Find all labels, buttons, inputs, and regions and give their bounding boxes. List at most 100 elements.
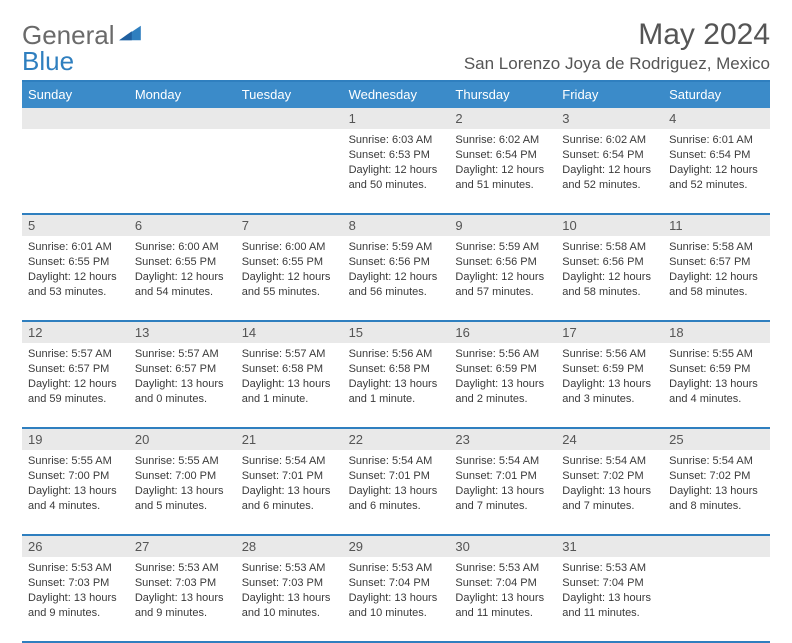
daylight-text: Daylight: 12 hours and 56 minutes. xyxy=(349,270,444,300)
sunrise-text: Sunrise: 6:00 AM xyxy=(135,240,230,255)
sunrise-text: Sunrise: 6:02 AM xyxy=(562,133,657,148)
daylight-text: Daylight: 13 hours and 0 minutes. xyxy=(135,377,230,407)
day-number: 2 xyxy=(449,108,556,129)
week-daynum-row: 567891011 xyxy=(22,215,770,236)
day-cell: Sunrise: 6:03 AMSunset: 6:53 PMDaylight:… xyxy=(343,129,450,213)
day-number xyxy=(236,108,343,129)
daylight-text: Daylight: 13 hours and 9 minutes. xyxy=(28,591,123,621)
day-detail: Sunrise: 5:56 AMSunset: 6:59 PMDaylight:… xyxy=(455,347,550,406)
day-cell xyxy=(22,129,129,213)
day-detail: Sunrise: 5:59 AMSunset: 6:56 PMDaylight:… xyxy=(455,240,550,299)
sunset-text: Sunset: 7:03 PM xyxy=(28,576,123,591)
week-daynum-row: 12131415161718 xyxy=(22,322,770,343)
week-row: Sunrise: 5:53 AMSunset: 7:03 PMDaylight:… xyxy=(22,557,770,643)
day-cell xyxy=(663,557,770,641)
sunset-text: Sunset: 6:57 PM xyxy=(669,255,764,270)
day-cell: Sunrise: 6:02 AMSunset: 6:54 PMDaylight:… xyxy=(556,129,663,213)
sunrise-text: Sunrise: 5:56 AM xyxy=(562,347,657,362)
day-number: 8 xyxy=(343,215,450,236)
sunset-text: Sunset: 7:04 PM xyxy=(455,576,550,591)
day-number: 19 xyxy=(22,429,129,450)
week-daynum-row: 19202122232425 xyxy=(22,429,770,450)
daylight-text: Daylight: 13 hours and 4 minutes. xyxy=(669,377,764,407)
sunset-text: Sunset: 7:04 PM xyxy=(562,576,657,591)
day-cell: Sunrise: 6:00 AMSunset: 6:55 PMDaylight:… xyxy=(129,236,236,320)
sunset-text: Sunset: 6:55 PM xyxy=(28,255,123,270)
dow-saturday: Saturday xyxy=(663,82,770,108)
daylight-text: Daylight: 13 hours and 11 minutes. xyxy=(562,591,657,621)
day-number: 14 xyxy=(236,322,343,343)
day-detail: Sunrise: 5:56 AMSunset: 6:58 PMDaylight:… xyxy=(349,347,444,406)
day-cell: Sunrise: 5:55 AMSunset: 6:59 PMDaylight:… xyxy=(663,343,770,427)
sunrise-text: Sunrise: 6:01 AM xyxy=(669,133,764,148)
day-cell: Sunrise: 5:54 AMSunset: 7:01 PMDaylight:… xyxy=(449,450,556,534)
sunrise-text: Sunrise: 5:54 AM xyxy=(242,454,337,469)
daylight-text: Daylight: 12 hours and 54 minutes. xyxy=(135,270,230,300)
day-detail: Sunrise: 5:54 AMSunset: 7:01 PMDaylight:… xyxy=(455,454,550,513)
sunrise-text: Sunrise: 5:53 AM xyxy=(242,561,337,576)
sunset-text: Sunset: 6:53 PM xyxy=(349,148,444,163)
day-number xyxy=(129,108,236,129)
logo-triangle-icon xyxy=(119,24,141,42)
day-cell: Sunrise: 5:54 AMSunset: 7:01 PMDaylight:… xyxy=(343,450,450,534)
day-detail: Sunrise: 5:54 AMSunset: 7:01 PMDaylight:… xyxy=(349,454,444,513)
day-detail: Sunrise: 5:59 AMSunset: 6:56 PMDaylight:… xyxy=(349,240,444,299)
day-cell: Sunrise: 5:53 AMSunset: 7:03 PMDaylight:… xyxy=(236,557,343,641)
daylight-text: Daylight: 13 hours and 3 minutes. xyxy=(562,377,657,407)
daylight-text: Daylight: 12 hours and 58 minutes. xyxy=(669,270,764,300)
daylight-text: Daylight: 13 hours and 10 minutes. xyxy=(349,591,444,621)
day-number: 29 xyxy=(343,536,450,557)
day-cell: Sunrise: 6:02 AMSunset: 6:54 PMDaylight:… xyxy=(449,129,556,213)
week-daynum-row: 262728293031 xyxy=(22,536,770,557)
daylight-text: Daylight: 13 hours and 8 minutes. xyxy=(669,484,764,514)
day-number xyxy=(22,108,129,129)
sunset-text: Sunset: 6:57 PM xyxy=(135,362,230,377)
day-cell: Sunrise: 6:01 AMSunset: 6:55 PMDaylight:… xyxy=(22,236,129,320)
day-number: 10 xyxy=(556,215,663,236)
day-detail: Sunrise: 5:53 AMSunset: 7:04 PMDaylight:… xyxy=(349,561,444,620)
sunset-text: Sunset: 6:54 PM xyxy=(562,148,657,163)
week-row: Sunrise: 5:55 AMSunset: 7:00 PMDaylight:… xyxy=(22,450,770,536)
sunset-text: Sunset: 6:59 PM xyxy=(562,362,657,377)
day-detail: Sunrise: 6:00 AMSunset: 6:55 PMDaylight:… xyxy=(242,240,337,299)
day-detail: Sunrise: 6:02 AMSunset: 6:54 PMDaylight:… xyxy=(562,133,657,192)
dow-friday: Friday xyxy=(556,82,663,108)
week-row: Sunrise: 6:01 AMSunset: 6:55 PMDaylight:… xyxy=(22,236,770,322)
day-number: 30 xyxy=(449,536,556,557)
sunset-text: Sunset: 7:03 PM xyxy=(135,576,230,591)
dow-monday: Monday xyxy=(129,82,236,108)
sunrise-text: Sunrise: 5:55 AM xyxy=(135,454,230,469)
week-row: Sunrise: 5:57 AMSunset: 6:57 PMDaylight:… xyxy=(22,343,770,429)
daylight-text: Daylight: 13 hours and 7 minutes. xyxy=(562,484,657,514)
daylight-text: Daylight: 13 hours and 1 minute. xyxy=(242,377,337,407)
sunrise-text: Sunrise: 5:54 AM xyxy=(455,454,550,469)
day-detail: Sunrise: 5:57 AMSunset: 6:58 PMDaylight:… xyxy=(242,347,337,406)
daylight-text: Daylight: 13 hours and 6 minutes. xyxy=(242,484,337,514)
day-detail: Sunrise: 5:54 AMSunset: 7:02 PMDaylight:… xyxy=(562,454,657,513)
sunset-text: Sunset: 7:04 PM xyxy=(349,576,444,591)
day-number: 21 xyxy=(236,429,343,450)
sunrise-text: Sunrise: 5:57 AM xyxy=(135,347,230,362)
sunset-text: Sunset: 6:58 PM xyxy=(242,362,337,377)
day-cell: Sunrise: 5:54 AMSunset: 7:02 PMDaylight:… xyxy=(556,450,663,534)
week-row: Sunrise: 6:03 AMSunset: 6:53 PMDaylight:… xyxy=(22,129,770,215)
day-number: 11 xyxy=(663,215,770,236)
day-number: 18 xyxy=(663,322,770,343)
day-cell: Sunrise: 5:54 AMSunset: 7:01 PMDaylight:… xyxy=(236,450,343,534)
month-title: May 2024 xyxy=(464,18,770,52)
day-cell: Sunrise: 5:57 AMSunset: 6:57 PMDaylight:… xyxy=(22,343,129,427)
daylight-text: Daylight: 12 hours and 55 minutes. xyxy=(242,270,337,300)
day-detail: Sunrise: 5:53 AMSunset: 7:04 PMDaylight:… xyxy=(562,561,657,620)
day-detail: Sunrise: 5:55 AMSunset: 7:00 PMDaylight:… xyxy=(28,454,123,513)
day-number: 1 xyxy=(343,108,450,129)
day-detail: Sunrise: 5:54 AMSunset: 7:02 PMDaylight:… xyxy=(669,454,764,513)
sunset-text: Sunset: 6:56 PM xyxy=(455,255,550,270)
daylight-text: Daylight: 13 hours and 7 minutes. xyxy=(455,484,550,514)
daylight-text: Daylight: 12 hours and 50 minutes. xyxy=(349,163,444,193)
logo-text: General Blue xyxy=(22,22,115,74)
day-number: 27 xyxy=(129,536,236,557)
daylight-text: Daylight: 13 hours and 6 minutes. xyxy=(349,484,444,514)
sunrise-text: Sunrise: 5:53 AM xyxy=(349,561,444,576)
daylight-text: Daylight: 12 hours and 51 minutes. xyxy=(455,163,550,193)
day-cell: Sunrise: 5:53 AMSunset: 7:03 PMDaylight:… xyxy=(22,557,129,641)
